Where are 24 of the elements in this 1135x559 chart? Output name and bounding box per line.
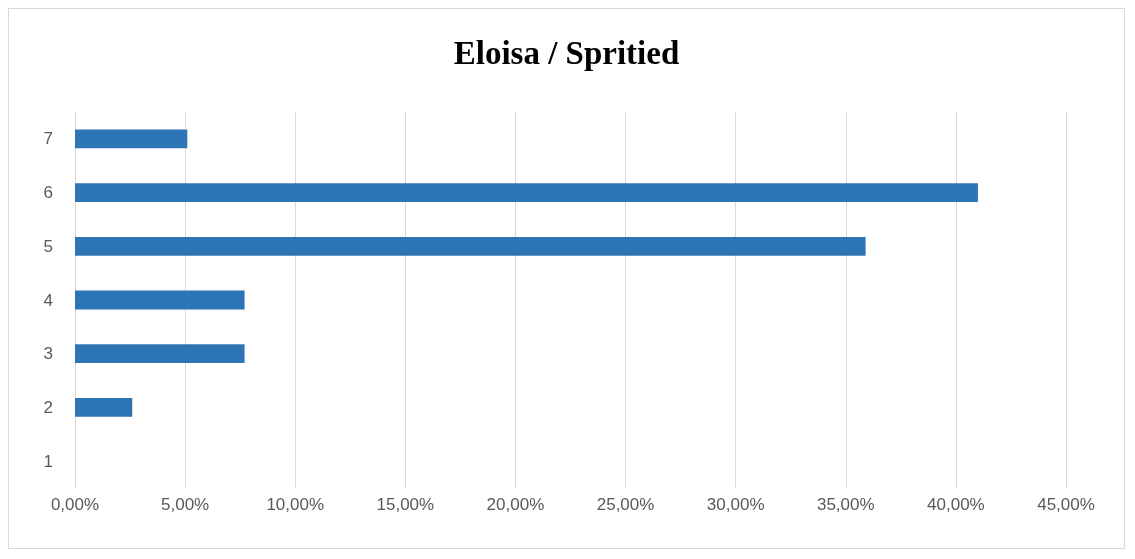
bar [75, 344, 245, 364]
y-tick-label: 3 [43, 344, 53, 364]
y-tick-label: 5 [43, 236, 53, 256]
bar [75, 290, 245, 310]
x-tick-label: 40,00% [927, 495, 985, 514]
x-tick-label: 5,00% [161, 495, 210, 514]
x-tick-label: 15,00% [376, 495, 435, 514]
bar [75, 183, 978, 202]
x-tick-label: 10,00% [266, 495, 325, 514]
y-tick-label: 4 [43, 290, 53, 310]
chart-title: Eloisa / Spritied [453, 34, 680, 71]
x-tick-label: 35,00% [816, 495, 875, 514]
y-tick-label: 1 [43, 451, 53, 471]
y-tick-label: 2 [43, 397, 53, 417]
x-tick-label: 30,00% [706, 495, 765, 514]
y-tick-label: 6 [43, 183, 53, 203]
x-tick-label: 45,00% [1037, 495, 1095, 514]
bar [75, 129, 188, 149]
bar [75, 236, 866, 256]
x-tick-label: 20,00% [486, 495, 545, 514]
x-tick-label: 25,00% [596, 495, 655, 514]
y-tick-label: 7 [43, 129, 53, 149]
bar [75, 398, 133, 417]
x-tick-label: 0,00% [50, 495, 100, 514]
